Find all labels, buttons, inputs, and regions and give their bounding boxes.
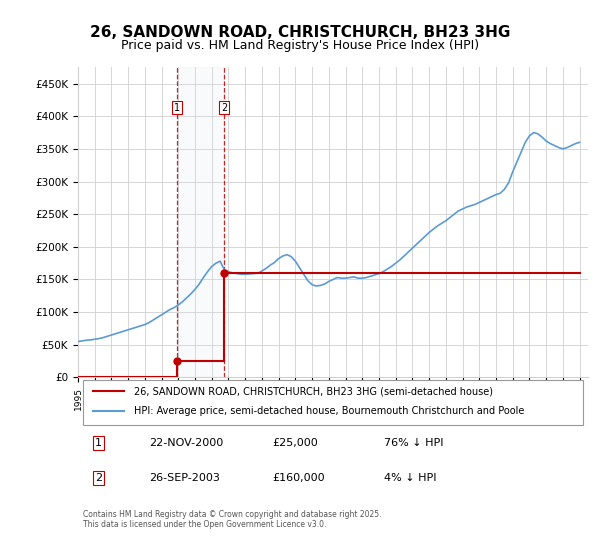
Text: 26, SANDOWN ROAD, CHRISTCHURCH, BH23 3HG: 26, SANDOWN ROAD, CHRISTCHURCH, BH23 3HG (90, 25, 510, 40)
Text: 1: 1 (173, 102, 180, 113)
Text: 1: 1 (95, 438, 102, 448)
Text: Price paid vs. HM Land Registry's House Price Index (HPI): Price paid vs. HM Land Registry's House … (121, 39, 479, 52)
Bar (176, 67, 224, 377)
Text: 26, SANDOWN ROAD, CHRISTCHURCH, BH23 3HG (semi-detached house): 26, SANDOWN ROAD, CHRISTCHURCH, BH23 3HG… (134, 386, 493, 396)
Text: £160,000: £160,000 (272, 473, 325, 483)
Text: 76% ↓ HPI: 76% ↓ HPI (384, 438, 443, 448)
Text: £25,000: £25,000 (272, 438, 317, 448)
Text: HPI: Average price, semi-detached house, Bournemouth Christchurch and Poole: HPI: Average price, semi-detached house,… (134, 407, 524, 417)
Text: 2: 2 (221, 102, 227, 113)
Text: 4% ↓ HPI: 4% ↓ HPI (384, 473, 437, 483)
Text: 2: 2 (95, 473, 102, 483)
Text: 26-SEP-2003: 26-SEP-2003 (149, 473, 220, 483)
Text: 22-NOV-2000: 22-NOV-2000 (149, 438, 224, 448)
Text: Contains HM Land Registry data © Crown copyright and database right 2025.
This d: Contains HM Land Registry data © Crown c… (83, 510, 382, 529)
FancyBboxPatch shape (83, 380, 583, 425)
